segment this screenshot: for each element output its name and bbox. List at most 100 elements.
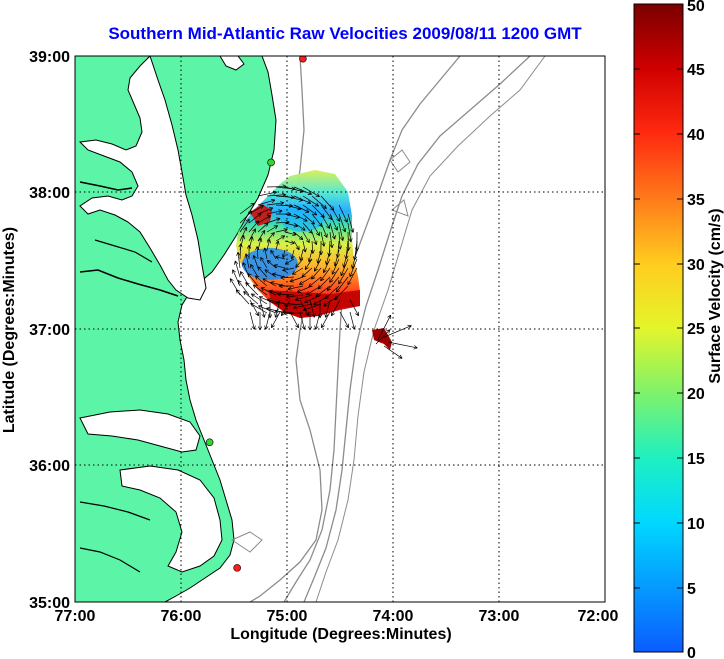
- colorbar-tick-labels: 0 5 10 15 20 25 30 35 40 45 50: [687, 0, 705, 659]
- velocity-vector: [308, 276, 322, 288]
- velocity-vector: [285, 294, 304, 299]
- velocity-vector: [257, 190, 277, 197]
- velocity-vector: [387, 341, 418, 350]
- velocity-vector: [260, 287, 277, 296]
- velocity-vector: [314, 311, 321, 330]
- velocity-vector: [239, 202, 255, 215]
- colorbar: [633, 3, 684, 653]
- velocity-vector: [266, 232, 275, 242]
- delaware-bay: [219, 56, 245, 71]
- albemarle-sound: [79, 409, 201, 453]
- velocity-vector: [320, 213, 331, 229]
- velocity-vector: [275, 228, 288, 233]
- pamlico-river: [79, 501, 151, 521]
- velocity-vector: [338, 267, 349, 285]
- colorbar-tick-label: 25: [687, 321, 705, 338]
- station-marker: [267, 158, 275, 167]
- x-tick-label: 74:00: [373, 608, 414, 625]
- x-tick-label: 77:00: [55, 608, 96, 625]
- velocity-vector: [338, 222, 345, 241]
- bathymetry-contour-2: [283, 56, 461, 602]
- pamlico-sound: [119, 465, 223, 573]
- velocity-vector: [309, 299, 316, 318]
- station-marker: [233, 564, 241, 572]
- river-york: [94, 239, 153, 263]
- velocity-vector: [381, 324, 412, 339]
- colorbar-tick-marks: [634, 68, 683, 589]
- velocity-vector: [320, 231, 326, 247]
- y-tick-labels: 39:00 38:00 37:00 36:00 35:00: [29, 49, 70, 612]
- velocity-vector: [275, 255, 286, 260]
- velocity-vector: [239, 218, 250, 233]
- velocity-vector: [301, 267, 313, 278]
- station-markers: [205, 56, 307, 572]
- velocity-vector: [263, 247, 268, 260]
- colorbar-tick-label: 20: [687, 386, 705, 403]
- velocity-vector: [250, 302, 268, 314]
- chesapeake-bay: [78, 56, 207, 301]
- velocity-vector: [329, 213, 338, 231]
- velocity-vector: [324, 285, 340, 300]
- velocity-vector: [338, 204, 348, 223]
- velocity-vector: [304, 258, 313, 270]
- velocity-vector: [257, 230, 266, 242]
- bathymetry-contour-4: [315, 56, 546, 602]
- velocity-vector: [260, 256, 268, 269]
- velocity-vector: [275, 235, 286, 242]
- velocity-vector: [329, 204, 341, 222]
- x-tick-label: 72:00: [578, 608, 619, 625]
- colorbar-tick-label: 40: [687, 127, 705, 144]
- bathymetry-contour-3: [303, 56, 531, 602]
- velocity-vector: [252, 284, 268, 296]
- plot-frame: [74, 55, 606, 603]
- velocity-vector: [281, 249, 286, 258]
- x-tick-label: 75:00: [267, 608, 308, 625]
- velocity-vector: [324, 299, 331, 318]
- station-marker: [205, 438, 214, 447]
- velocity-vector: [266, 225, 279, 233]
- velocity-vector: [289, 276, 304, 283]
- velocity-vector: [293, 195, 312, 205]
- velocity-vector: [294, 294, 313, 302]
- velocity-vector: [270, 249, 277, 260]
- velocity-vector: [289, 311, 299, 329]
- map-plot-area: [75, 56, 605, 602]
- low-velocity-core: [242, 248, 298, 280]
- velocity-vector: [347, 213, 355, 233]
- x-tick-label: 73:00: [479, 608, 520, 625]
- velocity-vector: [246, 244, 252, 260]
- station-marker: [299, 56, 307, 63]
- velocity-vector: [245, 282, 259, 296]
- y-tick-label: 35:00: [29, 595, 70, 612]
- velocity-vector: [331, 299, 341, 317]
- x-tick-label: 76:00: [161, 608, 202, 625]
- velocity-vector: [249, 299, 259, 317]
- velocity-vector: [247, 273, 259, 287]
- velocity-vector: [255, 246, 260, 260]
- velocity-vector: [299, 276, 313, 285]
- velocity-vector: [236, 251, 241, 269]
- velocity-vector: [377, 314, 392, 341]
- velocity-vector: [302, 204, 318, 216]
- velocity-vector: [277, 292, 295, 297]
- velocity-vector: [307, 249, 313, 263]
- velocity-vector: [340, 258, 349, 277]
- velocity-vector: [257, 198, 276, 206]
- velocity-vector: [323, 294, 340, 307]
- velocity-vector: [273, 263, 286, 269]
- colorbar-tick-label: 5: [687, 581, 696, 598]
- velocity-vector: [257, 207, 274, 215]
- high-velocity-patch-north: [250, 204, 272, 226]
- velocity-vector: [335, 276, 349, 293]
- y-axis-label: Latitude (Degrees:Minutes): [1, 227, 18, 433]
- velocity-vector: [248, 204, 264, 215]
- y-tick-label: 36:00: [29, 458, 70, 475]
- velocity-vector: [302, 186, 320, 198]
- velocity-vector: [278, 283, 295, 289]
- velocity-vector: [244, 253, 250, 269]
- map-title: Southern Mid-Atlantic Raw Velocities 200…: [108, 24, 582, 43]
- velocity-vector: [257, 237, 263, 251]
- velocity-vector: [275, 220, 290, 225]
- velocity-vector: [281, 299, 291, 317]
